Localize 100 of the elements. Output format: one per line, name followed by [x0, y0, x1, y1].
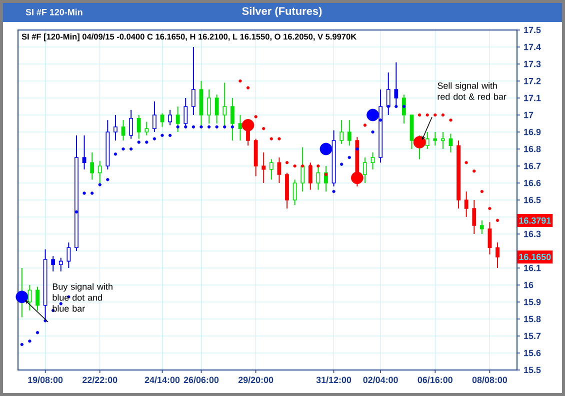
point [152, 137, 156, 140]
point [356, 147, 359, 151]
candlestick [300, 146, 305, 192]
x-tick-label: 26/06:00 [184, 376, 219, 384]
y-tick-label: 16.9 [524, 128, 541, 136]
annotation: Sell signal with red dot & red bar [438, 82, 506, 100]
point [90, 192, 94, 195]
y-tick-label: 16.1 [524, 264, 541, 272]
candlestick [316, 165, 320, 190]
y-tick-label: 15.8 [524, 316, 541, 322]
point [262, 127, 266, 130]
candlestick [136, 114, 141, 140]
point [254, 115, 258, 118]
x-tick-label: 19/08:00 [28, 376, 63, 384]
y-tick-label: 17.5 [524, 26, 541, 34]
candlestick [66, 242, 71, 268]
candlestick [168, 109, 172, 126]
annotation: Buy signal with blue dot and blue bar [52, 283, 112, 312]
candlestick [36, 286, 40, 311]
x-tick-label: 24/14:00 [144, 376, 180, 384]
candlestick [152, 100, 156, 132]
point [386, 104, 390, 108]
point [238, 79, 242, 83]
candlestick [230, 97, 234, 141]
chart-title: Silver (Futures) [242, 6, 322, 18]
point [324, 172, 328, 176]
candlestick [363, 156, 367, 184]
point [496, 218, 500, 222]
y-tick-label: 16.6 [524, 180, 541, 186]
candlestick [90, 152, 94, 180]
candlestick [440, 131, 445, 150]
point [340, 162, 344, 166]
point [168, 134, 172, 137]
candlestick [121, 120, 126, 141]
candlestick [160, 112, 164, 128]
point [129, 147, 133, 151]
y-tick-label: 15.9 [524, 298, 541, 306]
point [278, 137, 281, 140]
point [20, 342, 24, 346]
point [122, 147, 125, 151]
candlestick [448, 133, 453, 153]
point [145, 140, 148, 144]
point [36, 331, 40, 334]
candlestick [176, 106, 180, 132]
candlestick [184, 97, 188, 128]
candlestick [394, 62, 398, 107]
point [418, 113, 422, 117]
point [137, 140, 140, 144]
candlestick [488, 222, 492, 255]
candlestick [277, 156, 282, 184]
point [160, 134, 164, 137]
x-tick-label: 22/22:00 [82, 376, 118, 384]
candlestick [292, 179, 297, 206]
point [434, 113, 437, 117]
x-tick-label: 02/04:00 [363, 376, 398, 384]
point [200, 125, 203, 128]
point [285, 161, 289, 164]
y-tick-label: 16.3 [524, 230, 541, 238]
candlestick [308, 162, 312, 190]
point [270, 137, 273, 140]
x-tick-label: 31/12:00 [316, 376, 352, 384]
y-tick-label: 15.5 [524, 366, 541, 374]
candlestick [370, 152, 375, 170]
y-tick-label: 17.2 [524, 78, 541, 84]
point [316, 164, 320, 168]
candlestick [480, 220, 484, 234]
point [106, 178, 110, 182]
x-tick-label: 29/20:00 [238, 376, 274, 384]
annotation: 16.3791 [519, 217, 551, 224]
point [215, 125, 218, 128]
point [449, 118, 452, 122]
candlestick [238, 114, 242, 141]
chart-subtitle: SI #F [120-Min] 04/09/15 -0.0400 C 16.1650, H 16.2100, L 16.1550, O 16.2050, V 5.9970K [22, 34, 357, 42]
annotation: 16.1650 [519, 254, 551, 260]
x-tick-label: 06/16:00 [418, 376, 452, 384]
point [441, 113, 445, 117]
y-tick-label: 15.6 [524, 350, 541, 356]
candlestick [207, 88, 211, 124]
point [176, 125, 180, 128]
point [371, 130, 374, 134]
point [472, 170, 476, 173]
candlestick [464, 190, 468, 218]
y-tick-label: 17.1 [524, 94, 541, 102]
candlestick [269, 158, 274, 180]
point [192, 125, 196, 128]
candlestick [51, 256, 56, 272]
y-tick-label: 16.8 [524, 146, 541, 152]
point [82, 192, 86, 195]
point [426, 113, 429, 117]
point [301, 164, 304, 168]
point [293, 164, 296, 168]
point [230, 125, 234, 128]
candlestick [496, 242, 500, 268]
y-tick-label: 16 [524, 282, 534, 288]
point [184, 125, 188, 128]
point [402, 104, 406, 108]
point [488, 206, 492, 210]
candlestick [340, 120, 344, 144]
y-tick-label: 16.7 [524, 162, 541, 170]
point [378, 118, 382, 122]
